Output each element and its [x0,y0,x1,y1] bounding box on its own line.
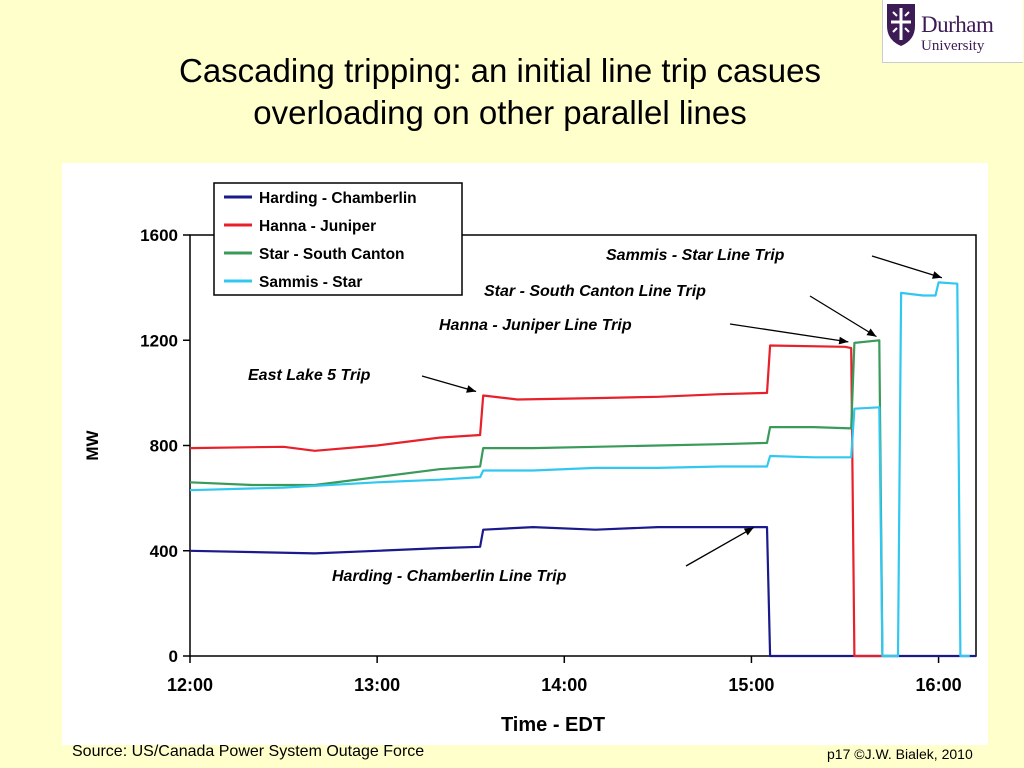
durham-university-logo: Durham University [882,0,1023,63]
x-tick-label: 16:00 [916,675,962,695]
logo-name: Durham [921,12,994,37]
y-tick-label: 400 [150,542,178,561]
series-line-3 [189,339,898,658]
slide-title-line-2: overloading on other parallel lines [253,94,747,131]
legend-label-4: Sammis - Star [259,274,362,291]
x-axis-label: Time - EDT [501,714,605,736]
legend-box [213,182,463,296]
legend-label-3: Star - South Canton [259,246,405,263]
slide-title: Cascading tripping: an initial line trip… [60,50,940,134]
plot-area [189,234,977,657]
credit-note: p17 ©J.W. Bialek, 2010 [827,746,973,762]
series-line-4 [189,281,970,658]
annotation-arrow-3 [729,323,849,343]
logo-subtitle: University [921,38,985,54]
y-axis-label: MW [83,429,102,460]
annotation-arrow-2 [809,295,877,338]
annotation-arrow-4 [421,375,477,393]
y-tick-label: 0 [169,647,178,666]
series-line-1 [189,526,976,658]
legend-label-1: Harding - Chamberlin [259,190,417,207]
annotation-arrowhead-1 [932,271,942,279]
line-chart: 0 400 800 1200 1600 12:00 13:00 14:00 15:00 16:00… [83,182,977,736]
x-tick-label: 15:00 [728,675,774,695]
annotation-arrowhead-4 [466,385,477,393]
annotation-arrowhead-5 [743,527,754,536]
series-line-2 [189,344,883,658]
annotation-label-1: Sammis - Star Line Trip [606,247,785,264]
durham-shield-icon [887,4,915,46]
y-tick-label: 1600 [140,226,178,245]
annotation-label-2: Star - South Canton Line Trip [484,283,706,300]
annotation-label-3: Hanna - Juniper Line Trip [439,317,632,334]
legend-label-2: Hanna - Juniper [259,218,376,235]
annotation-arrowhead-2 [866,328,877,337]
annotation-label-5: Harding - Chamberlin Line Trip [332,568,567,585]
chart-panel: 0 400 800 1200 1600 12:00 13:00 14:00 15:00 16:00… [62,163,988,745]
annotation-arrowhead-3 [838,336,849,345]
annotation-arrow-5 [685,526,755,567]
annotation-label-4: East Lake 5 Trip [248,367,371,384]
y-tick-label: 1200 [140,331,178,350]
source-note: Source: US/Canada Power System Outage Fo… [72,743,425,760]
annotation-arrow-1 [871,255,943,279]
x-tick-label: 13:00 [354,675,400,695]
x-tick-label: 14:00 [541,675,587,695]
x-tick-label: 12:00 [167,675,213,695]
y-tick-label: 800 [150,437,178,456]
slide-title-line-1: Cascading tripping: an initial line trip… [178,52,822,89]
